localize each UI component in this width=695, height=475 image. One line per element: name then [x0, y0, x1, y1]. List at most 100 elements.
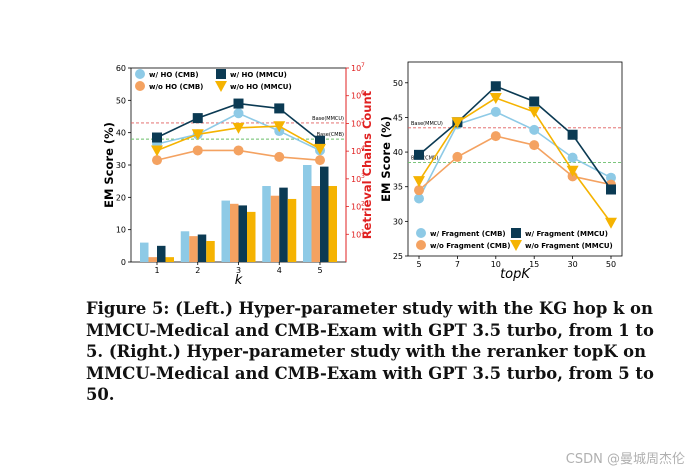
- left-y2-tick-label: 10: [351, 203, 361, 212]
- left-bar: [287, 198, 297, 262]
- right-baseline-label: Base(MMCU): [411, 121, 443, 127]
- left-bar: [189, 236, 198, 262]
- left-y2-tick-label: 10: [351, 92, 361, 101]
- left-y2-tick-label: 10: [351, 230, 361, 239]
- right-y-tick-label: 40: [393, 148, 403, 157]
- left-bar: [230, 203, 239, 262]
- right-series-point: [414, 193, 424, 204]
- left-x-tick-label: 1: [154, 266, 159, 275]
- right-series-line: [418, 97, 612, 224]
- right-x-tick-label: 15: [529, 260, 539, 269]
- right-legend-marker: [416, 240, 426, 250]
- left-series-point: [233, 145, 244, 156]
- left-series-point: [192, 113, 203, 124]
- left-y-axis-label: EM Score (%): [102, 122, 116, 208]
- left-y-tick-label: 50: [116, 96, 126, 105]
- right-series-point: [529, 96, 540, 107]
- right-series-point: [529, 140, 540, 151]
- left-y2-axis-label: Retrieval Chains Count: [360, 90, 374, 239]
- right-y-tick-label: 30: [393, 217, 403, 226]
- left-bar: [206, 240, 215, 262]
- right-legend-label: w/o Fragment (CMB): [430, 242, 510, 250]
- left-series-point: [233, 98, 244, 109]
- right-legend-marker: [511, 228, 521, 238]
- right-series-point: [528, 106, 541, 118]
- right-x-tick-label: 5: [416, 260, 421, 269]
- left-bar: [165, 257, 174, 262]
- right-series-point: [451, 117, 464, 129]
- right-y-tick-label: 45: [393, 113, 403, 122]
- right-series-point: [490, 81, 501, 92]
- left-y-tick-label: 60: [116, 64, 126, 73]
- right-series-point: [606, 172, 616, 183]
- left-bar: [247, 211, 256, 262]
- right-y-axis-label: EM Score (%): [379, 116, 393, 202]
- left-bar: [197, 234, 207, 262]
- left-y2-tick-label: 10: [351, 119, 361, 128]
- right-x-tick-label: 30: [568, 260, 578, 269]
- left-y2-tick-exponent: 4: [361, 145, 365, 152]
- left-series-point: [192, 145, 203, 156]
- right-x-tick-label: 7: [455, 260, 460, 269]
- right-legend-label: w/ Fragment (MMCU): [525, 230, 608, 238]
- left-bar: [157, 245, 166, 262]
- right-legend-label: w/ Fragment (CMB): [430, 230, 506, 238]
- left-bar: [320, 166, 329, 262]
- left-series-point: [274, 103, 285, 114]
- left-series-point: [273, 121, 286, 133]
- right-series-point: [489, 93, 502, 105]
- left-legend-marker: [135, 69, 145, 79]
- figure-charts: EM Score (%) Retrieval Chains Count k 0 1…: [102, 61, 623, 288]
- right-y-tick-label: 25: [393, 252, 403, 261]
- right-series-line: [418, 111, 612, 199]
- left-x-tick-label: 4: [277, 266, 282, 275]
- left-legend-label: w/ HO (MMCU): [230, 71, 287, 79]
- right-x-axis-label: topK: [500, 267, 531, 282]
- right-y-tick-label: 50: [393, 79, 403, 88]
- right-legend-marker: [416, 228, 426, 238]
- left-series-point: [191, 129, 204, 141]
- left-legend-label: w/o HO (MMCU): [230, 83, 292, 91]
- left-bar: [262, 186, 271, 262]
- right-series-point: [413, 176, 425, 188]
- right-series-point: [414, 149, 424, 160]
- left-y2-tick-label: 10: [351, 64, 361, 73]
- left-series-point: [315, 155, 325, 166]
- left-bar: [148, 257, 157, 262]
- left-series-point: [232, 122, 245, 134]
- left-series-point: [233, 108, 244, 119]
- left-y-tick-label: 0: [121, 258, 126, 267]
- left-legend-marker: [135, 81, 145, 91]
- right-x-tick-label: 10: [491, 260, 501, 269]
- right-series-point: [606, 184, 616, 195]
- left-legend-label: w/ HO (CMB): [149, 71, 199, 79]
- left-chart: EM Score (%) Retrieval Chains Count k 0 1…: [102, 62, 374, 288]
- left-bar: [270, 195, 280, 262]
- left-y2-tick-exponent: 2: [361, 201, 365, 208]
- left-series-point: [151, 145, 163, 157]
- left-bar: [311, 186, 320, 262]
- left-bar: [303, 165, 312, 262]
- right-series-line: [418, 85, 612, 190]
- left-x-tick-label: 5: [317, 266, 322, 275]
- right-series-point: [605, 217, 617, 229]
- right-series-point: [490, 106, 501, 117]
- left-series-point: [315, 135, 325, 146]
- right-y-tick-label: 35: [393, 183, 403, 192]
- left-bar: [238, 205, 247, 262]
- left-x-tick-label: 3: [236, 266, 241, 275]
- left-y2-tick-exponent: 5: [361, 117, 365, 124]
- right-series-line: [418, 135, 612, 191]
- left-bar: [328, 186, 337, 262]
- left-y2-tick-exponent: 7: [361, 62, 365, 69]
- left-bar: [180, 231, 190, 262]
- left-legend-label: w/o HO (CMB): [149, 83, 203, 91]
- left-series-point: [314, 143, 326, 155]
- left-y2-tick-exponent: 3: [361, 173, 365, 180]
- right-series-point: [414, 185, 424, 196]
- right-series-point: [452, 151, 463, 162]
- left-y2-tick-exponent: 1: [361, 228, 365, 235]
- left-y-tick-label: 40: [116, 129, 126, 138]
- left-series-point: [274, 151, 285, 162]
- left-bar: [140, 242, 149, 262]
